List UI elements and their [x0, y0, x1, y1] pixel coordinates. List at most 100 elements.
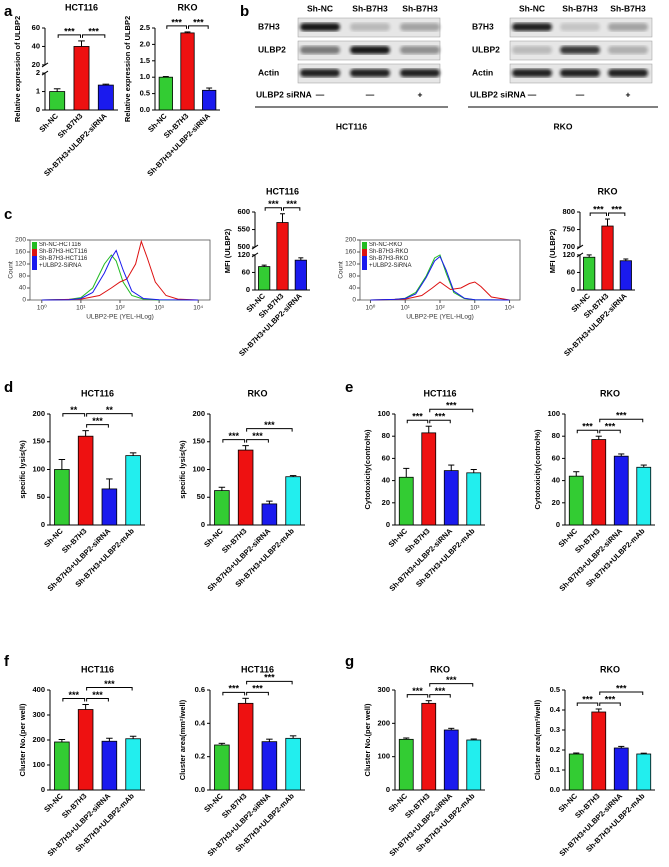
bar [421, 702, 437, 791]
significance-label: *** [92, 416, 103, 426]
error-bar [448, 727, 455, 730]
chart-title: RKO [248, 388, 268, 398]
chart-title: RKO [600, 388, 620, 398]
significance-bracket [429, 694, 451, 698]
significance-label: *** [68, 690, 79, 700]
lane-label: Sh-NC [307, 3, 333, 13]
bar [591, 439, 607, 526]
significance-label: *** [264, 420, 275, 430]
error-bar [78, 40, 85, 47]
y-tick-label: 60 [242, 267, 250, 276]
lane-label: Sh-B7H3 [402, 3, 438, 13]
significance-bracket [57, 34, 81, 38]
bar [97, 84, 114, 111]
bar [49, 91, 66, 111]
bar [285, 476, 301, 526]
significance-label: *** [605, 694, 616, 704]
y-axis-label: Cytotoxicity(control%) [363, 429, 372, 510]
error-bar [448, 464, 455, 471]
significance-label: *** [435, 412, 446, 422]
y-tick-label: 0.4 [195, 718, 206, 727]
significance-bracket [283, 207, 301, 211]
panel-label: a [4, 3, 13, 20]
bar [77, 709, 94, 791]
y-axis-label: Cluster area(mm²/well) [533, 699, 542, 780]
chart-title: HCT116 [266, 186, 299, 196]
x-tick-label: 10² [115, 305, 125, 312]
error-bar [640, 464, 647, 468]
row-label: Actin [258, 67, 279, 77]
error-bar [604, 218, 611, 227]
bar [443, 470, 459, 526]
y-tick-label: 800 [562, 207, 575, 216]
significance-label: *** [605, 422, 616, 432]
bar [214, 744, 230, 791]
histogram-line [370, 281, 510, 301]
bar [466, 739, 482, 791]
y-tick-label: 300 [32, 710, 45, 719]
error-bar [266, 500, 273, 504]
band [608, 69, 648, 77]
y-tick-label: 0.6 [195, 685, 205, 694]
bar [636, 753, 652, 791]
sirna-sign: — [366, 89, 375, 99]
error-bar [82, 704, 89, 710]
bar [202, 89, 217, 111]
significance-bracket [82, 34, 106, 38]
y-tick-label: 2.0 [140, 39, 150, 48]
error-bar [106, 478, 113, 489]
sirna-label: ULBP2 siRNA [256, 89, 312, 99]
significance-bracket [599, 691, 644, 695]
panel-label: f [4, 653, 10, 670]
y-tick-label: 80 [382, 431, 390, 440]
y-tick-label: 0.2 [550, 745, 560, 754]
y-tick-label: 20 [552, 498, 560, 507]
significance-label: *** [412, 686, 423, 696]
bar [101, 740, 118, 791]
sirna-sign: — [576, 89, 585, 99]
y-axis-label: Relative expression of ULBP2 [123, 16, 132, 122]
error-bar [129, 735, 137, 739]
legend-entry: Sh-B7H3-RKO +ULBP2-SiRNA [362, 256, 432, 270]
bar [583, 256, 596, 291]
significance-bracket [599, 429, 621, 434]
y-tick-label: 200 [32, 735, 45, 744]
y-axis-label: Cluster No.(per well) [18, 703, 27, 776]
significance-bracket [599, 418, 644, 423]
significance-bracket [86, 424, 109, 428]
significance-bracket [589, 212, 607, 217]
sirna-sign: — [316, 89, 325, 99]
y-tick-label: 120 [345, 261, 356, 268]
y-tick-label: 150 [32, 437, 45, 446]
y-tick-label: 40 [32, 41, 40, 50]
y-tick-label: 750 [562, 225, 575, 234]
y-tick-label: 1.0 [140, 72, 150, 81]
error-bar [586, 254, 592, 258]
y-axis-label: Count [8, 261, 15, 279]
error-bar [595, 435, 602, 440]
error-bar [106, 737, 113, 742]
significance-bracket [246, 680, 293, 685]
y-tick-label: 120 [237, 250, 250, 259]
y-tick-label: 0 [556, 520, 560, 529]
significance-bracket [86, 413, 133, 417]
x-tick-label: 10⁴ [505, 305, 515, 312]
significance-bracket [246, 691, 269, 696]
histogram-line [41, 239, 199, 301]
significance-label: *** [268, 199, 279, 209]
y-tick-label: 100 [547, 409, 560, 418]
error-bar [184, 31, 191, 33]
sirna-sign: + [418, 89, 423, 99]
error-bar [403, 737, 410, 740]
band [350, 46, 390, 54]
band [608, 46, 648, 54]
legend-entry: Sh-B7H3-RKO [362, 249, 432, 256]
bar [294, 259, 307, 291]
bar [261, 741, 278, 791]
significance-label: *** [582, 422, 593, 432]
y-tick-label: 0.5 [550, 685, 560, 694]
legend-entry: Sh-B7H3-HCT116 [32, 249, 102, 256]
y-tick-label: 0.2 [195, 752, 205, 761]
row-label: B7H3 [258, 21, 280, 31]
